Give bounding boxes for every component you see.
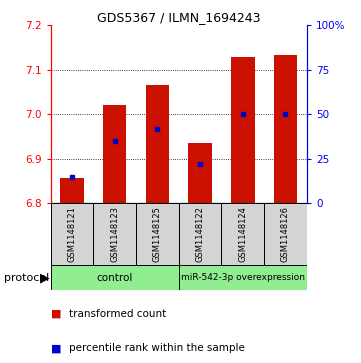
Text: ■: ■	[51, 309, 61, 319]
Text: ■: ■	[51, 343, 61, 354]
Bar	[179, 203, 221, 265]
Text: miR-542-3p overexpression: miR-542-3p overexpression	[181, 273, 305, 282]
Bar	[145, 85, 169, 203]
Text: transformed count: transformed count	[69, 309, 166, 319]
Text: GSM1148125: GSM1148125	[153, 206, 162, 262]
Bar	[188, 143, 212, 203]
Bar	[60, 178, 84, 203]
Bar	[231, 57, 255, 203]
Bar	[51, 203, 93, 265]
Text: GSM1148124: GSM1148124	[238, 206, 247, 262]
Bar	[93, 203, 136, 265]
Title: GDS5367 / ILMN_1694243: GDS5367 / ILMN_1694243	[97, 11, 260, 24]
Bar	[103, 105, 126, 203]
Text: GSM1148121: GSM1148121	[68, 206, 77, 262]
Bar	[221, 203, 264, 265]
Bar	[51, 265, 179, 290]
Text: percentile rank within the sample: percentile rank within the sample	[69, 343, 244, 354]
Text: GSM1148123: GSM1148123	[110, 206, 119, 262]
Text: GSM1148126: GSM1148126	[281, 206, 290, 262]
Bar	[136, 203, 179, 265]
Text: ▶: ▶	[40, 271, 50, 284]
Text: protocol: protocol	[4, 273, 49, 283]
Bar	[274, 55, 297, 203]
Bar	[179, 265, 307, 290]
Bar	[264, 203, 307, 265]
Text: GSM1148122: GSM1148122	[196, 206, 205, 262]
Text: control: control	[96, 273, 133, 283]
